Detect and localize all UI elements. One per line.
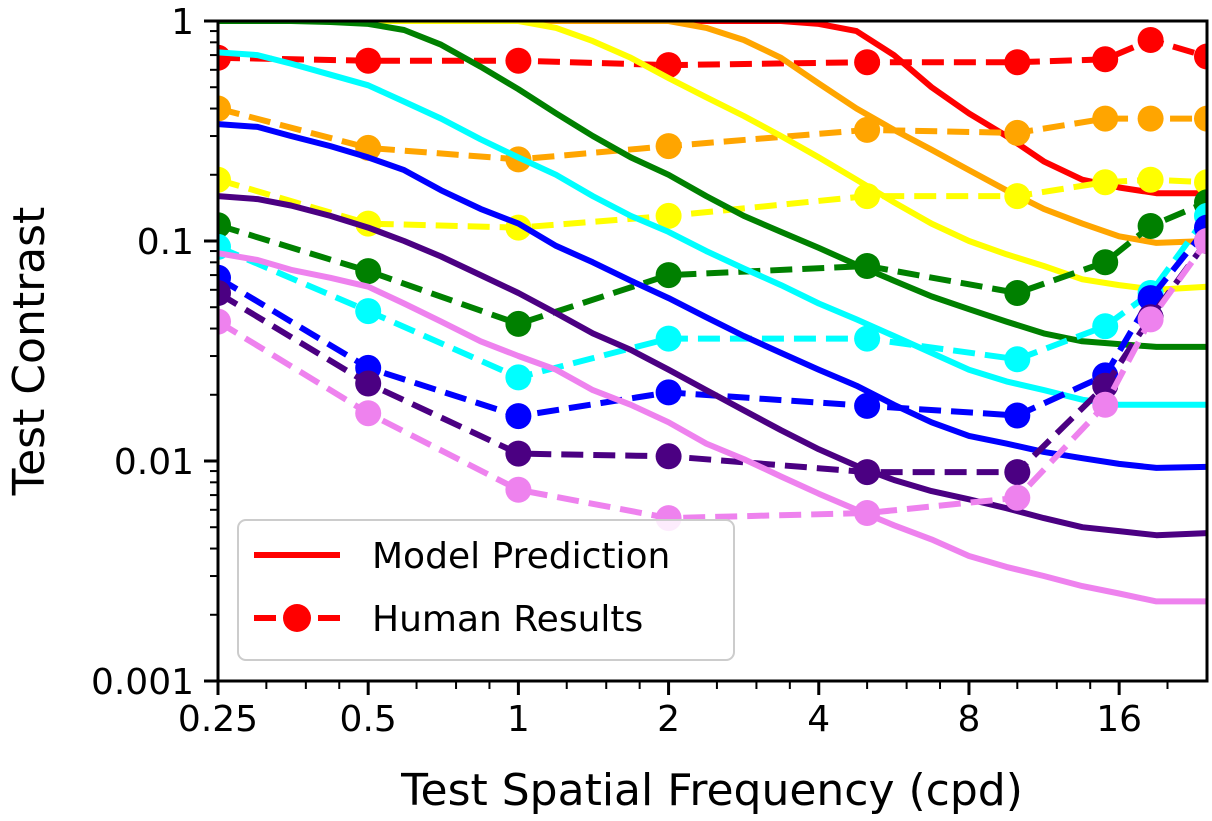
human-result-point bbox=[1092, 391, 1119, 418]
legend-human-marker bbox=[283, 604, 311, 632]
series-group bbox=[218, 21, 1207, 246]
x-axis-title: Test Spatial Frequency (cpd) bbox=[400, 765, 1023, 816]
human-result-point bbox=[655, 202, 682, 229]
human-result-point bbox=[1004, 119, 1031, 146]
human-result-point bbox=[655, 443, 682, 470]
model-prediction-line bbox=[218, 21, 1207, 197]
human-result-point bbox=[1137, 166, 1164, 193]
human-result-point bbox=[1092, 169, 1119, 196]
x-tick-label: 2 bbox=[657, 699, 680, 740]
human-result-point bbox=[505, 476, 532, 503]
human-result-point bbox=[1137, 306, 1164, 333]
human-result-point bbox=[1194, 228, 1207, 254]
human-result-point bbox=[655, 262, 682, 289]
y-tick-label: 0.1 bbox=[137, 222, 194, 263]
human-result-point bbox=[1137, 27, 1164, 53]
y-tick-label: 0.01 bbox=[114, 442, 194, 483]
model-prediction-line bbox=[218, 21, 1207, 293]
series-group bbox=[218, 21, 1207, 350]
model-prediction-line bbox=[218, 250, 1207, 605]
human-result-point bbox=[218, 308, 231, 335]
y-axis-title: Test Contrast bbox=[4, 207, 55, 497]
legend-model-label: Model Prediction bbox=[372, 536, 670, 577]
human-result-point bbox=[218, 280, 231, 306]
human-result-point bbox=[505, 364, 532, 391]
series-group bbox=[218, 49, 1207, 408]
y-tick-label: 1 bbox=[171, 2, 194, 43]
human-result-point bbox=[1004, 459, 1031, 486]
human-result-point bbox=[505, 403, 532, 430]
human-result-point bbox=[1194, 43, 1207, 70]
human-results-line bbox=[218, 214, 1207, 381]
human-result-point bbox=[1004, 280, 1031, 306]
y-tick-label: 0.001 bbox=[91, 662, 194, 703]
human-result-point bbox=[1004, 346, 1031, 373]
human-result-point bbox=[1194, 169, 1207, 196]
x-tick-label: 1 bbox=[507, 699, 530, 740]
human-result-point bbox=[1004, 49, 1031, 76]
legend-box bbox=[237, 519, 735, 661]
human-result-point bbox=[1004, 183, 1031, 210]
x-tick-label: 16 bbox=[1096, 699, 1142, 740]
series-group bbox=[218, 21, 1207, 293]
human-result-point bbox=[1137, 213, 1164, 239]
human-result-point bbox=[355, 258, 382, 285]
human-result-point bbox=[505, 310, 532, 337]
human-result-point bbox=[355, 370, 382, 397]
axis-ticks: 0.25 0.5 1 2 4 8 16 0.001 0.01 0.1 1 bbox=[91, 2, 1169, 740]
human-result-point bbox=[355, 298, 382, 325]
model-prediction-line bbox=[218, 49, 1207, 408]
human-result-point bbox=[1092, 105, 1119, 132]
human-result-point bbox=[1004, 484, 1031, 511]
x-tick-label: 0.5 bbox=[340, 699, 397, 740]
human-result-point bbox=[1194, 105, 1207, 132]
human-result-point bbox=[854, 459, 881, 486]
human-result-point bbox=[355, 400, 382, 427]
model-prediction-line bbox=[218, 193, 1207, 539]
model-prediction-line bbox=[218, 121, 1207, 471]
human-result-point bbox=[505, 440, 532, 467]
legend: Model Prediction Human Results bbox=[237, 519, 735, 661]
x-tick-label: 4 bbox=[807, 699, 830, 740]
human-result-point bbox=[1092, 372, 1119, 399]
series-group bbox=[218, 21, 1207, 197]
human-result-point bbox=[854, 253, 881, 279]
series-group bbox=[218, 228, 1207, 605]
human-result-point bbox=[1137, 105, 1164, 132]
human-result-point bbox=[655, 379, 682, 406]
human-result-point bbox=[1092, 46, 1119, 73]
human-result-point bbox=[854, 116, 881, 143]
human-result-point bbox=[655, 325, 682, 352]
human-result-point bbox=[1092, 313, 1119, 340]
human-result-point bbox=[218, 95, 231, 122]
human-result-point bbox=[854, 392, 881, 419]
human-result-point bbox=[854, 49, 881, 76]
plot-frame bbox=[216, 19, 1209, 683]
x-tick-label: 0.25 bbox=[178, 699, 258, 740]
human-result-point bbox=[1092, 249, 1119, 276]
series-layer bbox=[218, 21, 1207, 605]
human-result-point bbox=[854, 500, 881, 526]
x-tick-label: 8 bbox=[958, 699, 981, 740]
human-result-point bbox=[355, 47, 382, 74]
human-result-point bbox=[854, 183, 881, 210]
legend-human-label: Human Results bbox=[372, 599, 643, 640]
model-prediction-line bbox=[218, 21, 1207, 246]
human-result-point bbox=[505, 47, 532, 74]
human-result-point bbox=[218, 212, 231, 239]
model-prediction-line bbox=[218, 21, 1207, 350]
human-result-point bbox=[655, 133, 682, 160]
human-result-point bbox=[854, 325, 881, 352]
human-results-line bbox=[218, 239, 1207, 522]
human-result-point bbox=[218, 166, 231, 193]
human-result-point bbox=[1004, 402, 1031, 429]
series-group bbox=[218, 193, 1207, 539]
